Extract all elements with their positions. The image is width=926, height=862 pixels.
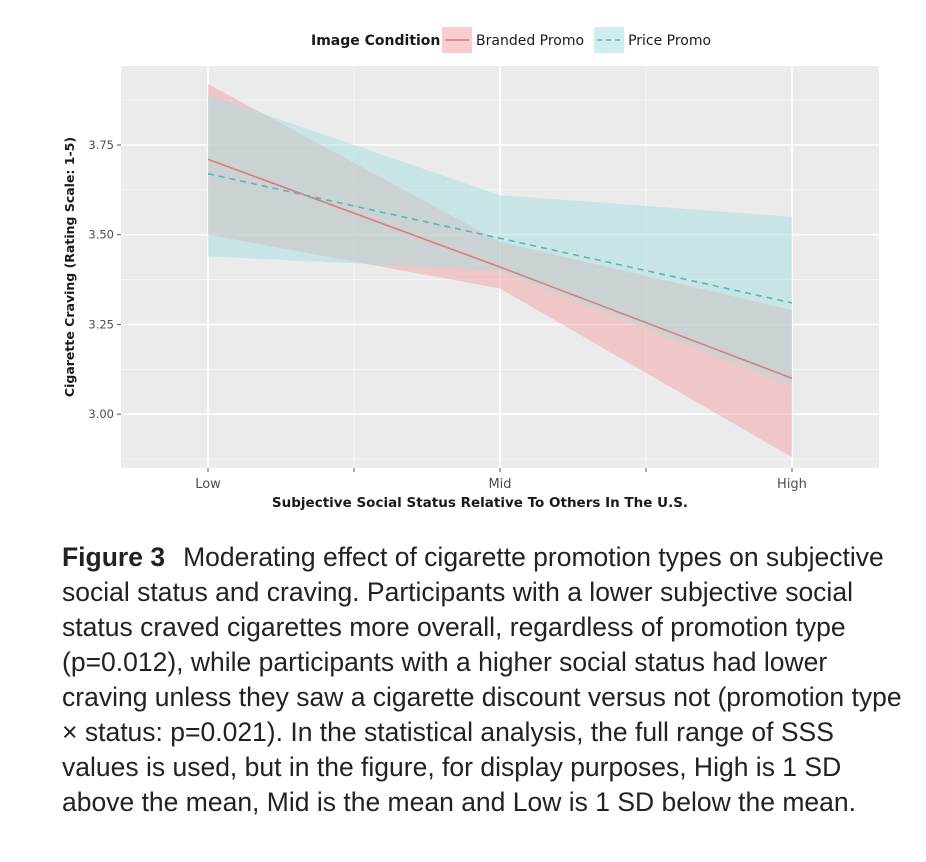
y-axis: 3.00 3.25 3.50 3.75 xyxy=(88,138,121,421)
y-tick-label: 3.75 xyxy=(88,138,114,152)
x-tick-label: Mid xyxy=(488,477,511,492)
y-tick-label: 3.25 xyxy=(88,317,114,331)
x-tick-label: Low xyxy=(195,477,221,492)
series-line-price-promo xyxy=(207,172,793,304)
legend: Image Condition Branded Promo Price Promo xyxy=(311,27,711,53)
legend-title: Image Condition xyxy=(311,33,440,49)
ci-band-price-promo xyxy=(208,94,792,386)
chart: 3.00 3.25 3.50 3.75 Low Mid High Image Condit… xyxy=(62,27,879,511)
confidence-bands xyxy=(208,83,792,458)
legend-item-price-promo: Price Promo xyxy=(594,27,711,53)
figure-caption: Figure 3 Moderating effect of cigarette p… xyxy=(62,540,902,820)
x-axis-title: Subjective Social Status Relative To Oth… xyxy=(272,495,688,511)
legend-item-branded-promo: Branded Promo xyxy=(442,27,584,53)
x-axis: Low Mid High xyxy=(195,468,807,492)
y-tick-label: 3.50 xyxy=(88,228,114,242)
series-lines xyxy=(207,158,793,380)
legend-label: Branded Promo xyxy=(476,33,584,49)
figure-label: Figure 3 xyxy=(62,542,166,572)
x-tick-label: High xyxy=(777,477,807,492)
caption-text: Moderating effect of cigarette promotion… xyxy=(62,542,902,817)
y-axis-title: Cigarette Craving (Rating Scale: 1-5) xyxy=(62,137,77,397)
y-tick-label: 3.00 xyxy=(88,407,114,421)
legend-label: Price Promo xyxy=(628,33,711,49)
